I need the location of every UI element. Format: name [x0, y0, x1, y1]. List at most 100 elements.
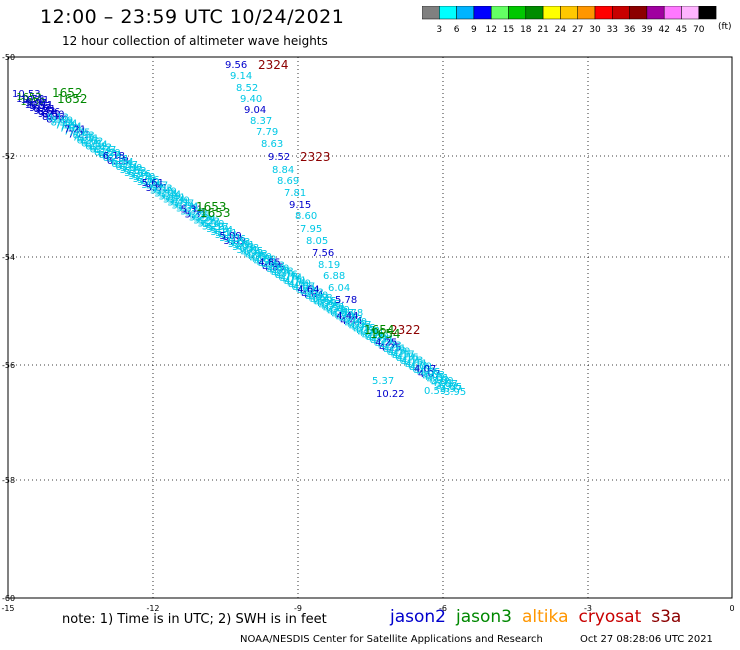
swh-label: 5.19	[206, 224, 228, 235]
swh-label: 5.49	[155, 187, 177, 198]
swh-label: 5.41	[167, 198, 189, 209]
swh-label: 4.95	[241, 246, 263, 257]
swh-label: 7.64	[55, 119, 77, 130]
swh-label: 4.01	[431, 378, 453, 389]
swh-label: 4.60	[306, 290, 328, 301]
swh-label: 4.25	[375, 338, 397, 349]
map-frame	[7, 56, 733, 599]
swh-label: 5.29	[185, 207, 207, 218]
colorbar-label: 27	[572, 25, 583, 35]
swh-label: 4.78	[271, 267, 293, 278]
swh-label: 9.97	[29, 103, 51, 114]
swh-label: 10.22	[376, 389, 405, 400]
swh-label: 3.95	[444, 387, 466, 398]
swh-label: 4.78	[275, 272, 297, 283]
swh-label: 4.55	[315, 296, 337, 307]
swh-label: 4.64	[301, 289, 323, 300]
swh-label: 6.37	[94, 145, 116, 156]
swh-label: 5.06	[224, 234, 246, 245]
swh-label: 5.49	[159, 192, 181, 203]
y-tick-label: -54	[2, 253, 15, 262]
swh-label: 7.21	[68, 130, 90, 141]
swh-label: 9.21	[38, 109, 60, 120]
chart-subtitle: 12 hour collection of altimeter wave hei…	[62, 34, 328, 48]
swh-label: 6.29	[102, 153, 124, 164]
swh-label: 5.37	[172, 199, 194, 210]
swh-label: 5.34	[180, 206, 202, 217]
swh-label: 5.90	[124, 168, 146, 179]
swh-label: 7.89	[51, 116, 73, 127]
swh-label: 4.31	[362, 329, 384, 340]
swh-label: 4.80	[271, 269, 293, 280]
swh-label: 4.53	[319, 299, 341, 310]
swh-label: 8.63	[261, 139, 283, 150]
swh-label: 4.17	[396, 354, 418, 365]
time-label: 1653	[200, 206, 231, 220]
swh-label: 4.51	[323, 302, 345, 313]
swh-label: 4.76	[280, 275, 302, 286]
time-label: 2324	[258, 58, 289, 72]
swh-label: 10.53	[16, 94, 45, 105]
swh-label: 4.19	[392, 351, 414, 362]
swh-label: 4.80	[267, 264, 289, 275]
swh-label: 4.05	[418, 367, 440, 378]
swh-label: 9.52	[29, 101, 51, 112]
swh-label: 4.11	[409, 363, 431, 374]
swh-label: 4.58	[310, 293, 332, 304]
swh-label: 5.27	[193, 215, 215, 226]
swh-label: 8.50	[42, 110, 64, 121]
y-tick-label: -56	[2, 361, 15, 370]
swh-label: 3.95	[440, 382, 462, 393]
colorbar-label: 6	[454, 25, 460, 35]
swh-label: 5.14	[215, 230, 237, 241]
y-tick-label: -58	[2, 476, 15, 485]
swh-label: 6.93	[77, 135, 99, 146]
colorbar-label: 12	[485, 25, 496, 35]
swh-label: 4.44	[340, 316, 362, 327]
swh-label: 8.69	[277, 176, 299, 187]
y-tick-label: -60	[2, 594, 15, 603]
swh-label: 5.24	[198, 218, 220, 229]
x-tick-label: -9	[294, 604, 302, 613]
swh-label: 9.04	[244, 105, 266, 116]
colorbar-label: 3	[436, 25, 442, 35]
swh-label: 4.74	[280, 272, 302, 283]
swh-label: 4.09	[414, 366, 436, 377]
swh-label: 5.01	[236, 245, 258, 256]
swh-label: 4.23	[379, 341, 401, 352]
swh-label: 4.40	[349, 322, 371, 333]
swh-label: 7.44	[60, 122, 82, 133]
colorbar-label: 70	[693, 25, 705, 35]
y-tick-label: -52	[2, 152, 15, 161]
legend-entry-cryosat: cryosat	[578, 607, 642, 627]
colorbar-label: 9	[471, 25, 477, 35]
credit-line: NOAA/NESDIS Center for Satellite Applica…	[240, 634, 543, 645]
swh-label: 8.84	[272, 165, 294, 176]
swh-label: 5.03	[228, 237, 250, 248]
swh-label: 4.09	[410, 361, 432, 372]
swh-label: 6.62	[85, 141, 107, 152]
swh-label: 8.13	[47, 113, 69, 124]
swh-label: 7.79	[256, 127, 278, 138]
swh-label: 4.17	[392, 349, 414, 360]
swh-label: 5.37	[176, 204, 198, 215]
swh-label: 4.49	[332, 310, 354, 321]
swh-label: 7.05	[72, 132, 94, 143]
swh-label: 4.71	[288, 280, 310, 291]
swh-label: 4.49	[328, 305, 350, 316]
swh-label: 5.76	[129, 169, 151, 180]
swh-label: 3.99	[435, 381, 457, 392]
swh-label: 7.81	[284, 188, 306, 199]
swh-label: 9.21	[34, 104, 56, 115]
swh-label: 5.39	[172, 201, 194, 212]
swh-label: 6.54	[85, 139, 107, 150]
swh-label: 4.35	[358, 328, 380, 339]
swh-label: 4.13	[401, 355, 423, 366]
swh-label: 4.42	[341, 314, 363, 325]
x-tick-label: -3	[584, 604, 592, 613]
swh-label: 5.53	[154, 189, 176, 200]
swh-label: 5.39	[168, 196, 190, 207]
swh-label: 5.37	[372, 376, 394, 387]
swh-label: 4.03	[423, 370, 445, 381]
